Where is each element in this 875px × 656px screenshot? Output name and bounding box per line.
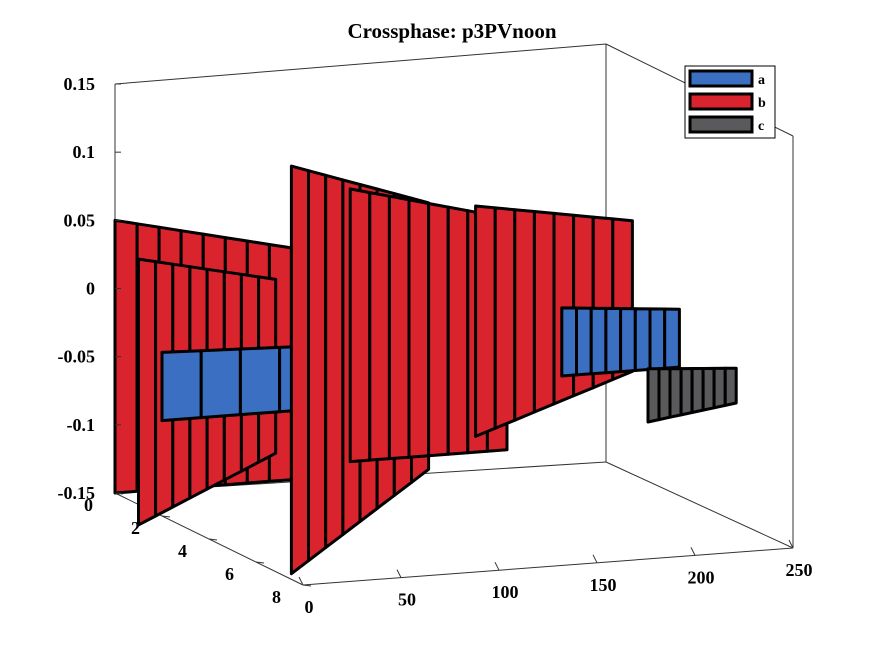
legend: a b c — [684, 65, 776, 139]
surface-cell — [575, 306, 593, 377]
surface-cell — [324, 173, 345, 550]
surface-cell — [493, 206, 517, 430]
x-tick-label: 250 — [786, 560, 813, 580]
legend-swatch-c — [688, 115, 754, 134]
z-tick-label: 0.05 — [64, 210, 96, 230]
z-tick-label: -0.05 — [58, 347, 96, 367]
surface-cell — [474, 204, 497, 438]
surface-cell — [712, 366, 727, 410]
surface-cell — [663, 307, 681, 370]
surface-cell — [604, 306, 623, 375]
legend-label-b: b — [758, 96, 766, 111]
surface-panels — [113, 164, 738, 576]
surface-panel-c — [646, 366, 738, 424]
y-tick-mark — [302, 584, 312, 587]
x-tick-label: 50 — [398, 590, 416, 610]
x-axis-ticks: 0 50 100 150 200 250 — [298, 539, 813, 617]
legend-entry-c: c — [688, 115, 764, 134]
surface-cell — [723, 366, 738, 407]
legend-entry-a: a — [688, 69, 765, 88]
legend-swatch-a — [688, 69, 754, 88]
surface-panel-a — [560, 306, 681, 378]
surface-cell — [407, 198, 431, 459]
x-tick-label: 0 — [305, 597, 314, 617]
x-tick-mark — [690, 547, 696, 556]
surface-cell — [619, 307, 637, 374]
surface-cell — [701, 366, 716, 412]
y-tick-label: 2 — [131, 518, 140, 538]
z-tick-label: 0.1 — [73, 142, 96, 162]
surface-cell — [560, 306, 578, 378]
surface-cell — [348, 187, 372, 464]
surface-cell — [646, 367, 661, 424]
surface-cell — [633, 307, 652, 372]
surface-cell — [427, 202, 450, 458]
surface-cell — [668, 367, 683, 419]
x-tick-label: 150 — [590, 575, 617, 595]
y-tick-mark — [161, 515, 171, 518]
surface-cell — [307, 169, 328, 563]
surface-cell — [446, 205, 470, 456]
x-tick-mark — [494, 561, 500, 571]
y-tick-mark — [255, 561, 265, 564]
y-tick-label: 6 — [225, 564, 234, 584]
x-tick-label: 200 — [688, 567, 715, 587]
surface-cell — [289, 164, 310, 576]
z-tick-label: -0.15 — [58, 483, 96, 503]
surface-cell — [368, 191, 391, 462]
x-tick-label: 100 — [492, 582, 519, 602]
surface-cell — [657, 367, 672, 422]
surface-cell — [532, 210, 556, 414]
surface-cell — [387, 194, 411, 461]
surface-cell — [238, 345, 282, 417]
surface-cell — [589, 306, 608, 376]
surface-cell — [690, 367, 705, 414]
y-tick-mark — [208, 538, 218, 541]
x-tick-mark — [592, 554, 598, 564]
chart-title: Crossphase: p3PVnoon — [347, 19, 556, 43]
x-tick-mark — [298, 576, 304, 586]
surface-cell — [513, 208, 536, 422]
legend-swatch-b — [688, 92, 754, 111]
y-tick-mark — [114, 492, 124, 495]
x-tick-mark — [396, 569, 402, 578]
z-tick-label: -0.1 — [67, 415, 96, 435]
legend-label-c: c — [758, 119, 764, 134]
y-tick-label: 0 — [84, 495, 93, 515]
legend-label-a: a — [758, 73, 765, 88]
y-axis-ticks: 0 2 4 6 8 — [84, 492, 312, 607]
surface-cell — [199, 347, 242, 420]
z-axis-ticks: -0.15 -0.1 -0.05 0 0.05 0.1 0.15 — [58, 74, 121, 503]
z-tick-label: 0.15 — [64, 74, 96, 94]
surface-cell — [679, 367, 694, 417]
legend-entry-b: b — [688, 92, 766, 111]
z-tick-label: 0 — [86, 279, 95, 299]
x-tick-mark — [788, 539, 794, 549]
surface-cell — [648, 307, 667, 371]
y-tick-label: 8 — [272, 587, 281, 607]
surface-cell — [160, 349, 203, 423]
y-tick-label: 4 — [178, 541, 187, 561]
surface-cell — [137, 257, 158, 527]
